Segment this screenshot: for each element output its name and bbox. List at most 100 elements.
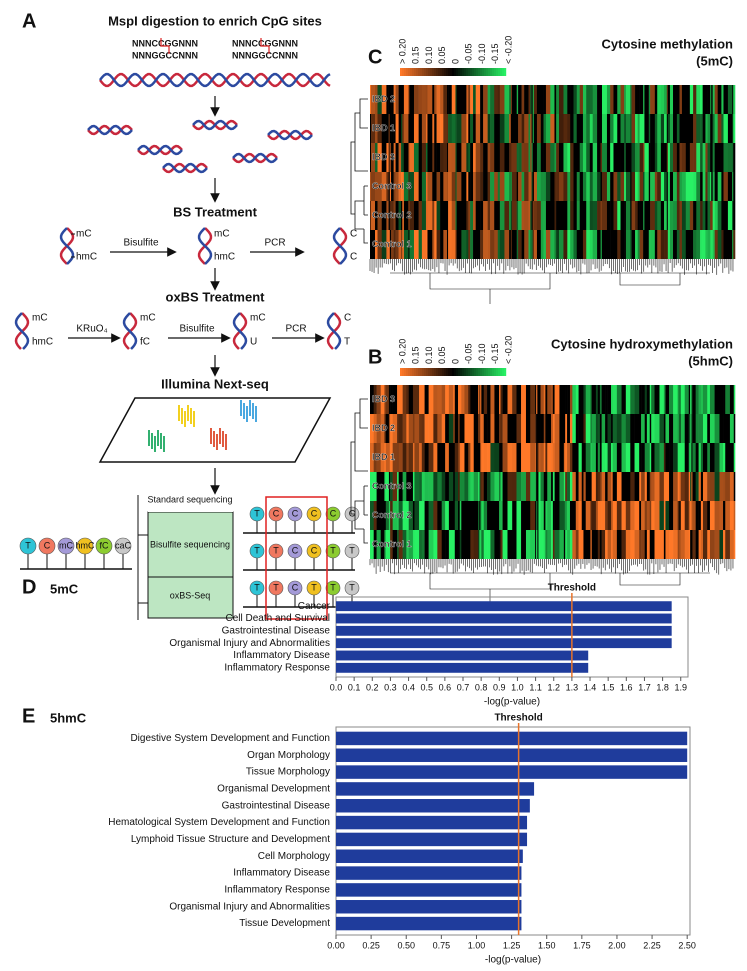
heatmap-texture <box>418 143 423 172</box>
heatmap-texture <box>733 414 736 443</box>
label: BS Treatment <box>173 204 257 219</box>
heatmap-texture <box>376 414 381 443</box>
heatmap-texture <box>455 85 457 114</box>
heatmap-texture <box>531 201 533 230</box>
heatmap-texture <box>583 501 587 530</box>
heatmap-texture <box>395 230 399 259</box>
heatmap-texture <box>733 172 736 201</box>
heatmap-texture <box>487 472 491 501</box>
heatmap-texture <box>565 472 568 501</box>
heatmap-texture <box>617 85 621 114</box>
colorbar-cell <box>458 368 461 376</box>
heatmap-texture <box>543 501 546 530</box>
heatmap-texture <box>533 230 538 259</box>
heatmap-texture <box>679 385 682 414</box>
label: mC <box>140 313 156 324</box>
heatmap-texture <box>409 85 415 114</box>
cluster <box>148 430 150 446</box>
heatmap-texture <box>727 143 733 172</box>
heatmap-texture <box>729 472 735 501</box>
heatmap-texture <box>690 443 692 472</box>
heatmap-texture <box>578 414 583 443</box>
bar <box>336 765 688 779</box>
white-top <box>148 495 233 512</box>
heatmap-texture <box>456 201 462 230</box>
heatmap-texture <box>727 230 733 259</box>
dendrogram <box>369 259 734 304</box>
cluster <box>193 411 195 427</box>
heatmap-texture <box>721 85 724 114</box>
colorbar-cell <box>482 68 485 76</box>
heatmap-texture <box>613 85 618 114</box>
heatmap-texture <box>585 501 591 530</box>
heatmap-texture <box>657 201 662 230</box>
x-tick-label: 1.25 <box>503 940 521 950</box>
heatmap-texture <box>612 472 618 501</box>
label: -0.10 <box>477 343 487 364</box>
heatmap-texture <box>673 85 678 114</box>
heatmap-texture <box>427 114 433 143</box>
heatmap-texture <box>631 85 636 114</box>
base <box>38 537 56 555</box>
colorbar-cell <box>460 368 463 376</box>
heatmap-texture <box>565 501 568 530</box>
bar <box>336 916 522 931</box>
heatmap-texture <box>427 85 433 114</box>
colorbar-cell <box>418 68 421 76</box>
heatmap-texture <box>532 143 535 172</box>
heatmap-texture <box>538 414 541 443</box>
heatmap-texture <box>664 114 668 143</box>
heatmap-texture <box>648 143 651 172</box>
heatmap-texture <box>707 230 711 259</box>
heatmap-texture <box>401 230 403 259</box>
heatmap-texture <box>680 385 686 414</box>
heatmap-texture <box>516 472 522 501</box>
bar <box>336 849 523 863</box>
heatmap-texture <box>494 143 499 172</box>
heatmap-texture <box>606 114 611 143</box>
heatmap-texture <box>543 230 547 259</box>
heatmap-texture <box>480 501 482 530</box>
heatmap-texture <box>525 501 531 530</box>
bar <box>336 650 589 661</box>
heatmap-texture <box>657 143 662 172</box>
colorbar-cell <box>472 368 475 376</box>
heatmap-texture <box>380 414 385 443</box>
heatmap-texture <box>563 85 568 114</box>
heatmap-texture <box>550 201 555 230</box>
heatmap-texture <box>585 472 591 501</box>
heatmap-texture <box>391 143 394 172</box>
heatmap-texture <box>543 114 547 143</box>
heatmap-texture <box>719 385 724 414</box>
colorbar-cell <box>496 68 499 76</box>
base <box>325 580 341 596</box>
heatmap-texture <box>509 114 512 143</box>
heatmap-texture <box>500 443 503 472</box>
colorbar-cell <box>430 368 433 376</box>
heatmap-texture <box>516 143 519 172</box>
heatmap-texture <box>448 530 454 559</box>
colorbar-cell <box>502 68 505 76</box>
heatmap-texture <box>461 501 465 530</box>
heatmap-texture <box>531 172 533 201</box>
heatmap-texture <box>582 143 587 172</box>
heatmap-texture <box>696 172 701 201</box>
label: -log(p-value) <box>484 697 540 708</box>
heatmap-texture <box>567 385 571 414</box>
heatmap-texture <box>643 114 645 143</box>
heatmap-texture <box>448 230 453 259</box>
heatmap-texture <box>402 472 407 501</box>
x-tick-label: 0.9 <box>493 682 506 692</box>
heatmap-texture <box>454 414 459 443</box>
heatmap-texture <box>625 114 631 143</box>
heatmap-texture <box>600 85 603 114</box>
heatmap-texture <box>590 385 592 414</box>
label: hmC <box>76 252 97 263</box>
label: U <box>250 337 257 348</box>
label: IBD 1 <box>372 452 395 462</box>
heatmap-texture <box>625 530 631 559</box>
x-tick-label: 1.50 <box>538 940 556 950</box>
heatmap-texture <box>375 143 378 172</box>
heatmap-texture <box>459 472 462 501</box>
